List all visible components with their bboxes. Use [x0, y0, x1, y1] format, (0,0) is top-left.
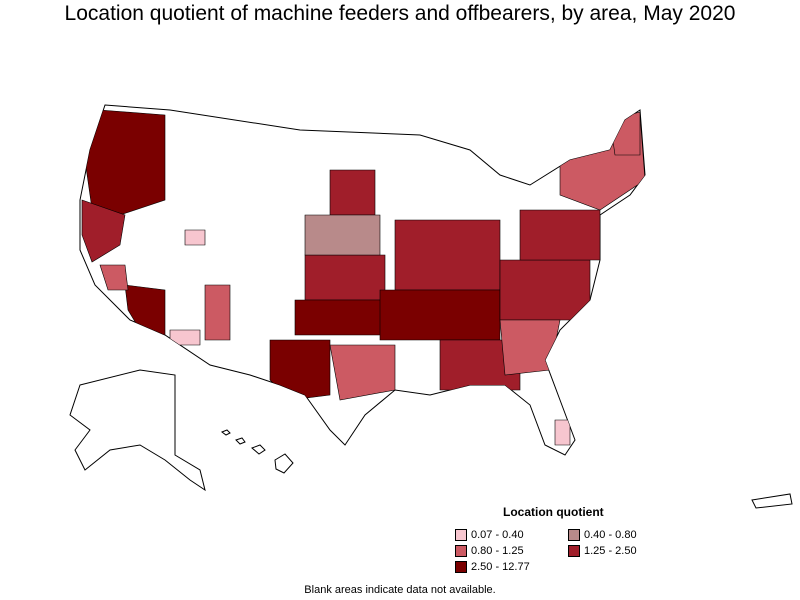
legend-swatch-0 [455, 529, 467, 541]
area-kansas [304, 254, 386, 301]
area-texas-east [329, 344, 396, 401]
area-new-england [609, 111, 641, 156]
area-georgia [499, 319, 561, 376]
area-florida-pink [554, 419, 571, 446]
area-minnesota [329, 169, 376, 216]
area-arizona [124, 284, 166, 336]
area-socal [99, 264, 129, 291]
area-texas [269, 339, 331, 401]
area-northern-california [81, 199, 126, 263]
footnote: Blank areas indicate data not available. [304, 584, 496, 596]
legend-swatch-3 [568, 545, 580, 557]
legend-item-4: 2.50 - 12.77 [455, 560, 530, 574]
legend-swatch-1 [568, 529, 580, 541]
area-midwest [394, 219, 501, 291]
legend-swatch-2 [455, 545, 467, 557]
legend-item-3: 1.25 - 2.50 [568, 544, 637, 558]
puerto-rico-outline [751, 493, 793, 509]
hawaii-islands [220, 429, 294, 474]
alaska-outline [69, 369, 206, 492]
legend-item-1: 0.40 - 0.80 [568, 528, 637, 542]
map-title: Location quotient of machine feeders and… [64, 2, 736, 25]
legend-item-0: 0.07 - 0.40 [455, 528, 524, 542]
area-nebraska [304, 214, 381, 256]
area-carolinas [499, 259, 591, 321]
area-az-pink [169, 329, 201, 346]
area-nevada-pink [184, 229, 206, 246]
legend-title: Location quotient [503, 505, 604, 519]
legend-label-4: 2.50 - 12.77 [471, 561, 530, 573]
area-virginia [519, 209, 601, 261]
area-mississippi-alabama [439, 339, 521, 391]
area-colorado [204, 284, 231, 341]
shaded-areas [81, 109, 645, 446]
legend-label-1: 0.40 - 0.80 [584, 529, 637, 541]
area-arkansas-tennessee [379, 289, 501, 341]
legend-swatch-4 [455, 561, 467, 573]
legend-label-3: 1.25 - 2.50 [584, 545, 637, 557]
legend-label-0: 0.07 - 0.40 [471, 529, 524, 541]
legend-label-2: 0.80 - 1.25 [471, 545, 524, 557]
legend-item-2: 0.80 - 1.25 [455, 544, 524, 558]
area-oklahoma [294, 299, 386, 336]
